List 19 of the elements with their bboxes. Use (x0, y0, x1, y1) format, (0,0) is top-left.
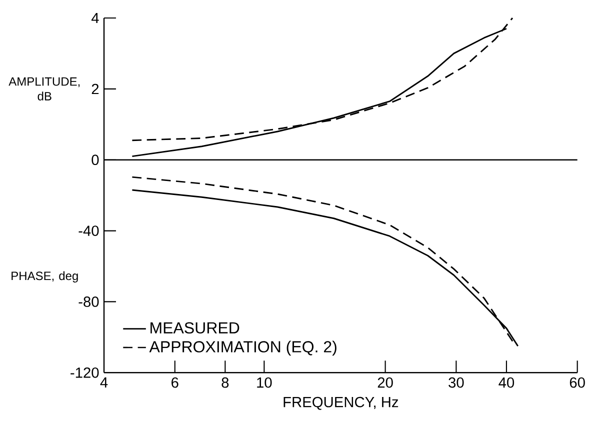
x-tick-label: 20 (378, 377, 393, 388)
y-tick-label: -80 (78, 296, 99, 307)
y-tick-label: 0 (92, 154, 99, 166)
x-tick-label: 30 (448, 377, 464, 388)
y-tick-label: 2 (92, 84, 99, 94)
y-tick-label: -120 (70, 367, 99, 378)
x-tick-label: 10 (257, 377, 272, 388)
x-tick-label: 6 (172, 377, 178, 388)
legend-label: MEASURED (150, 322, 240, 334)
x-tick-label: 4 (100, 377, 108, 388)
legend-label: APPROXIMATION (EQ. 2) (149, 340, 336, 356)
y-tick-label: 4 (91, 12, 99, 24)
y-axis-title: PHASE, deg (12, 271, 78, 282)
y-tick-label: -40 (78, 226, 99, 236)
x-tick-label: 60 (570, 377, 585, 388)
x-tick-label: 40 (498, 377, 514, 388)
y-axis-title: AMPLITUDE, dB (8, 77, 80, 100)
x-tick-label: 8 (222, 377, 229, 388)
x-axis-title: FREQUENCY, Hz (284, 396, 398, 410)
